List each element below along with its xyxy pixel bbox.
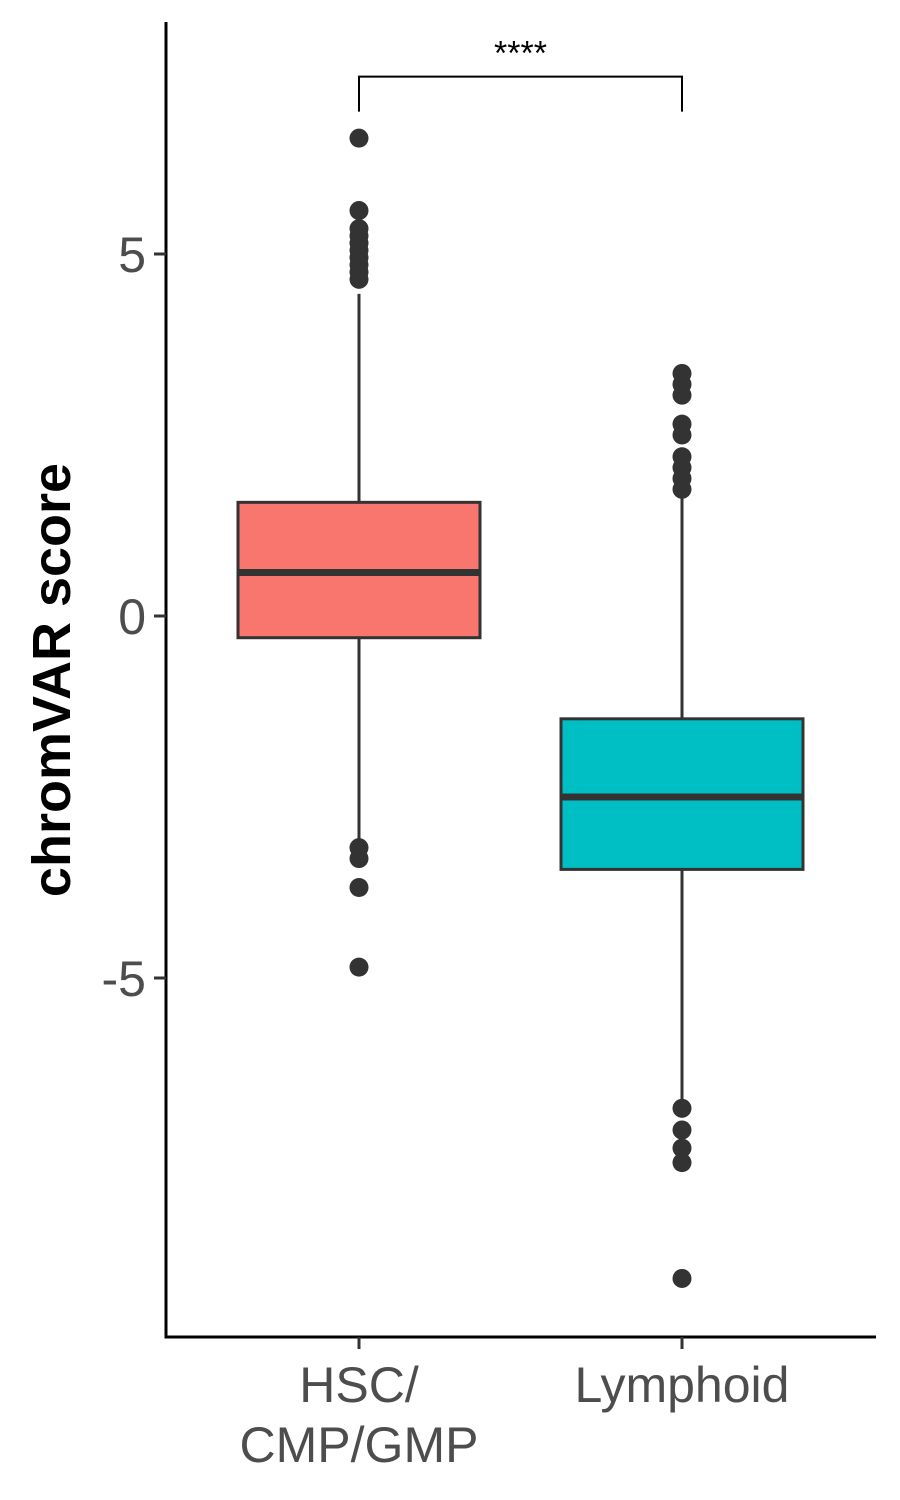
y-tick-label: 0	[118, 589, 146, 645]
plot-area: 5 0 -5 HSC/CMP/GMP Lymphoid ****	[102, 22, 876, 1473]
outlier-point	[349, 878, 369, 897]
outlier-point	[672, 385, 692, 405]
outlier-point	[349, 849, 369, 869]
y-tick-label: -5	[102, 951, 146, 1007]
significance-label: ****	[494, 35, 547, 73]
outlier-point	[672, 1098, 692, 1118]
outlier-point	[349, 957, 369, 977]
outlier-point	[672, 425, 692, 445]
outlier-point	[672, 1138, 692, 1158]
x-tick-label-line: Lymphoid	[575, 1357, 790, 1413]
x-tick-label: Lymphoid	[575, 1357, 790, 1413]
outlier-point	[672, 1268, 692, 1288]
outlier-point	[349, 201, 369, 221]
x-tick-label-line: HSC/	[299, 1357, 419, 1413]
y-tick-label: 5	[118, 227, 146, 283]
outlier-point	[672, 1153, 692, 1173]
outlier-point	[672, 479, 692, 499]
x-tick-label: HSC/CMP/GMP	[240, 1357, 479, 1473]
x-tick-label-line: CMP/GMP	[240, 1417, 479, 1473]
y-axis-title: chromVAR score	[22, 463, 82, 897]
outlier-point	[349, 269, 369, 289]
outlier-point	[349, 128, 369, 148]
outlier-point	[672, 1120, 692, 1140]
significance-bracket	[358, 75, 683, 112]
